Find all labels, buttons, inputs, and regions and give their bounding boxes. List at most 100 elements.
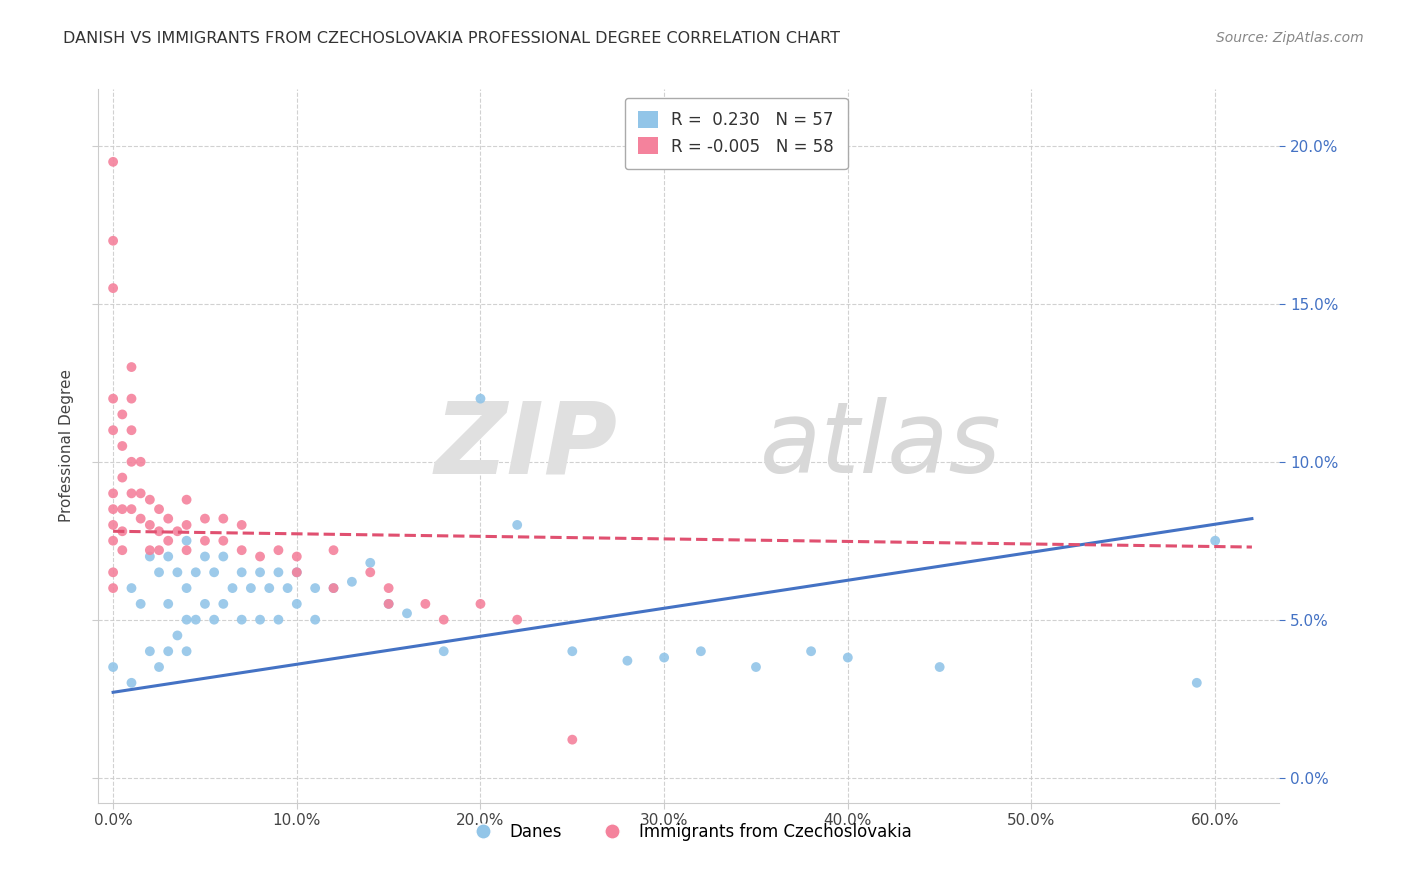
Point (377, 597, 399, 611)
Point (101, 154, 124, 169)
Point (652, 650, 675, 665)
Point (322, 581, 344, 595)
Point (101, 517, 124, 532)
Point (616, 654, 638, 668)
Point (111, 470, 134, 484)
Point (166, 566, 188, 580)
Point (415, 597, 437, 611)
Point (121, 486, 143, 500)
Point (176, 533, 198, 548)
Point (139, 549, 162, 564)
Point (184, 566, 207, 580)
Point (202, 613, 225, 627)
Point (139, 543, 162, 558)
Point (377, 597, 399, 611)
Point (121, 675, 143, 690)
Point (202, 566, 225, 580)
Point (194, 549, 217, 564)
Text: DANISH VS IMMIGRANTS FROM CZECHOSLOVAKIA PROFESSIONAL DEGREE CORRELATION CHART: DANISH VS IMMIGRANTS FROM CZECHOSLOVAKIA… (63, 31, 841, 46)
Point (1185, 675, 1208, 690)
Point (101, 486, 124, 500)
Point (101, 423, 124, 437)
Text: ZIP: ZIP (434, 398, 619, 494)
Point (121, 502, 143, 516)
Point (157, 597, 180, 611)
Point (267, 566, 290, 580)
Point (166, 524, 188, 539)
Point (377, 581, 399, 595)
Point (837, 650, 859, 665)
Point (561, 644, 583, 658)
Point (561, 732, 583, 747)
Point (157, 533, 180, 548)
Point (101, 392, 124, 406)
Point (166, 628, 188, 642)
Point (121, 392, 143, 406)
Point (101, 581, 124, 595)
Point (304, 613, 326, 627)
Point (433, 644, 456, 658)
Point (395, 607, 418, 621)
Point (101, 502, 124, 516)
Point (212, 511, 235, 525)
Point (231, 566, 253, 580)
Point (239, 581, 262, 595)
Point (194, 511, 217, 525)
Point (139, 492, 162, 507)
Point (506, 613, 529, 627)
Point (157, 644, 180, 658)
Point (249, 549, 271, 564)
Legend: Danes, Immigrants from Czechoslovakia: Danes, Immigrants from Czechoslovakia (460, 817, 918, 848)
Text: Source: ZipAtlas.com: Source: ZipAtlas.com (1216, 31, 1364, 45)
Point (340, 574, 363, 589)
Point (121, 360, 143, 375)
Point (212, 597, 235, 611)
Point (121, 581, 143, 595)
Point (129, 486, 152, 500)
Point (176, 613, 198, 627)
Point (157, 549, 180, 564)
Point (194, 533, 217, 548)
Point (176, 517, 198, 532)
Point (249, 613, 271, 627)
Point (322, 581, 344, 595)
Point (304, 581, 326, 595)
Point (470, 392, 492, 406)
Point (101, 533, 124, 548)
Point (267, 543, 290, 558)
Point (231, 517, 253, 532)
Point (111, 543, 134, 558)
Point (359, 566, 381, 580)
Point (139, 644, 162, 658)
Point (111, 524, 134, 539)
Point (928, 660, 950, 674)
Point (506, 517, 529, 532)
Point (139, 517, 162, 532)
Point (176, 581, 198, 595)
Text: atlas: atlas (759, 398, 1001, 494)
Point (277, 581, 299, 595)
Point (148, 524, 170, 539)
Point (745, 660, 768, 674)
Point (433, 613, 456, 627)
Point (129, 455, 152, 469)
Y-axis label: Professional Degree: Professional Degree (59, 369, 75, 523)
Point (221, 581, 243, 595)
Point (148, 502, 170, 516)
Point (470, 597, 492, 611)
Point (257, 581, 280, 595)
Point (267, 613, 290, 627)
Point (148, 660, 170, 674)
Point (176, 543, 198, 558)
Point (176, 644, 198, 658)
Point (689, 644, 711, 658)
Point (101, 281, 124, 295)
Point (121, 423, 143, 437)
Point (800, 644, 823, 658)
Point (101, 234, 124, 248)
Point (285, 549, 308, 564)
Point (285, 597, 308, 611)
Point (231, 543, 253, 558)
Point (111, 502, 134, 516)
Point (249, 566, 271, 580)
